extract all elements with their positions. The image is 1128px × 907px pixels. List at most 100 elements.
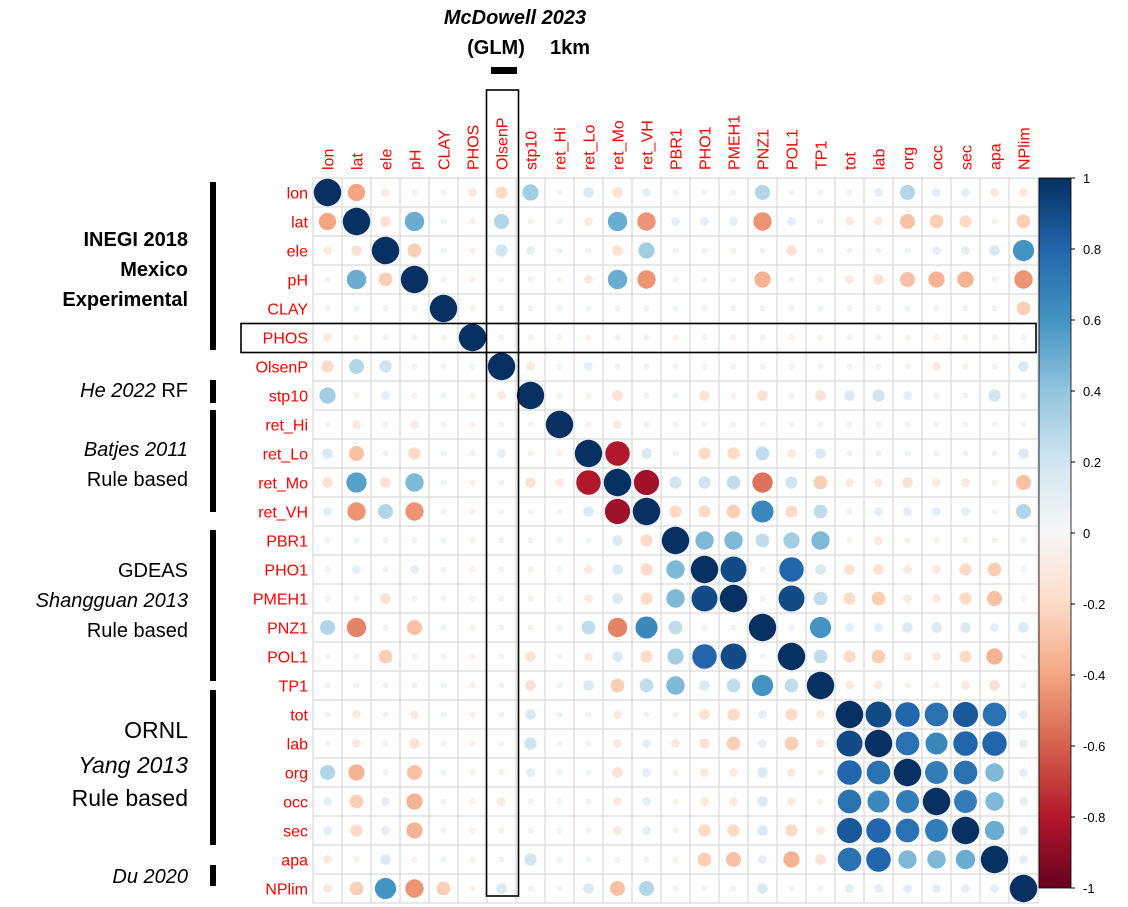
correlation-circle-ret_Mo-apa: [991, 479, 998, 486]
correlation-circle-POL1-CLAY: [440, 653, 447, 660]
correlation-circle-lon-ret_Lo: [583, 187, 594, 198]
correlation-circle-PBR1-ret_Lo: [585, 537, 592, 544]
correlation-circle-ret_Lo-ele: [382, 450, 389, 457]
correlation-circle-OlsenP-POL1: [788, 363, 795, 370]
correlation-circle-NPlim-CLAY: [436, 881, 451, 896]
correlation-circle-PMEH1-ele: [380, 593, 391, 604]
correlation-circle-lab-CLAY: [440, 740, 447, 747]
correlation-circle-apa-OlsenP: [498, 856, 505, 863]
column-label-ret_Mo: ret_Mo: [611, 120, 628, 170]
correlation-circle-POL1-occ: [932, 652, 941, 661]
correlation-circle-org-ele: [382, 769, 389, 776]
correlation-circle-lat-NPlim: [1016, 214, 1031, 229]
correlation-circle-ret_Mo-lab: [874, 478, 883, 487]
correlation-circle-ret_Mo-pH: [405, 473, 424, 492]
correlation-circle-OlsenP-tot: [846, 363, 853, 370]
correlation-circle-lon-org: [899, 184, 916, 201]
correlation-circle-ret_Mo-CLAY: [440, 479, 447, 486]
correlation-circle-TP1-lab: [874, 681, 883, 690]
matrix-circles: [313, 178, 1038, 903]
correlation-circle-PHOS-POL1: [788, 334, 795, 341]
correlation-circle-ret_Lo-tot: [846, 450, 853, 457]
correlation-circle-tot-ret_Lo: [585, 711, 592, 718]
correlation-circle-OlsenP-pH: [411, 363, 418, 370]
correlation-circle-stp10-tot: [844, 390, 855, 401]
correlation-circle-lon-occ: [932, 188, 941, 197]
row-label-PMEH1: PMEH1: [253, 592, 308, 609]
correlation-circle-apa-ret_Hi: [556, 856, 563, 863]
row-label-lat: lat: [291, 215, 308, 232]
correlation-circle-CLAY-org: [904, 305, 911, 312]
correlation-circle-PHOS-PBR1: [672, 334, 679, 341]
row-label-OlsenP: OlsenP: [256, 360, 308, 377]
correlation-circle-occ-occ: [922, 787, 951, 816]
row-label-CLAY: CLAY: [267, 302, 308, 319]
correlation-circle-tot-OlsenP: [498, 711, 505, 718]
correlation-circle-OlsenP-NPlim: [1018, 361, 1029, 372]
correlation-circle-ret_Hi-pH: [410, 420, 419, 429]
correlation-circle-PBR1-POL1: [783, 532, 800, 549]
correlation-circle-CLAY-ret_Hi: [556, 305, 563, 312]
correlation-circle-OlsenP-ret_Mo: [614, 363, 621, 370]
correlation-circle-ret_Hi-sec: [962, 421, 969, 428]
correlation-circle-lon-ret_VH: [642, 188, 651, 197]
column-label-occ: occ: [930, 145, 947, 170]
row-label-pH: pH: [288, 273, 308, 290]
correlation-circle-PNZ1-ret_VH: [635, 616, 658, 639]
correlation-circle-tot-ret_VH: [643, 711, 650, 718]
correlation-circle-NPlim-lon: [323, 884, 332, 893]
correlation-circle-ele-TP1: [817, 247, 824, 254]
correlation-circle-sec-ret_VH: [642, 826, 651, 835]
correlation-circle-lab-ret_VH: [642, 739, 651, 748]
correlation-circle-ele-OlsenP: [495, 244, 508, 257]
correlation-circle-CLAY-lon: [324, 305, 331, 312]
correlation-circle-lab-lab: [864, 729, 893, 758]
correlation-circle-sec-occ: [925, 819, 948, 842]
correlation-circle-OlsenP-lon: [321, 360, 334, 373]
correlation-circle-ret_Mo-ele: [380, 477, 391, 488]
correlation-circle-CLAY-TP1: [817, 305, 824, 312]
column-label-lab: lab: [872, 149, 889, 170]
correlation-circle-PNZ1-PMEH1: [730, 624, 737, 631]
correlation-circle-ret_Hi-PBR1: [672, 421, 679, 428]
correlation-circle-pH-stp10: [527, 276, 534, 283]
correlation-circle-CLAY-pH: [411, 305, 418, 312]
column-label-OlsenP: OlsenP: [495, 118, 512, 170]
correlation-circle-ele-ret_Mo: [612, 245, 623, 256]
correlation-circle-PBR1-ele: [382, 537, 389, 544]
correlation-circle-PHO1-apa: [987, 562, 1002, 577]
correlation-circle-ele-lon: [323, 246, 332, 255]
correlation-circle-PNZ1-ele: [382, 624, 389, 631]
correlation-circle-occ-org: [896, 790, 919, 813]
correlation-circle-lab-OlsenP: [498, 740, 505, 747]
correlation-circle-TP1-apa: [989, 680, 1000, 691]
correlation-circle-ret_Hi-POL1: [788, 421, 795, 428]
correlation-circle-apa-sec: [955, 849, 976, 870]
correlation-circle-ret_Lo-ret_Lo: [574, 439, 603, 468]
correlation-circle-POL1-ret_Mo: [612, 651, 623, 662]
correlation-circle-ele-PBR1: [672, 247, 679, 254]
correlation-circle-ret_Mo-occ: [932, 478, 941, 487]
correlation-circle-POL1-OlsenP: [498, 653, 505, 660]
column-label-POL1: POL1: [785, 129, 802, 170]
correlation-circle-ret_Hi-apa: [991, 421, 998, 428]
correlation-circle-lat-stp10: [527, 218, 534, 225]
correlation-circle-PHOS-stp10: [527, 334, 534, 341]
correlation-circle-pH-PHO1: [701, 276, 708, 283]
correlation-circle-PHOS-PHOS: [458, 323, 487, 352]
correlation-circle-PMEH1-apa: [986, 590, 1003, 607]
correlation-circle-PHO1-PNZ1: [759, 566, 766, 573]
correlation-circle-PNZ1-TP1: [809, 616, 832, 639]
group-bracket: [210, 182, 216, 350]
correlation-circle-PBR1-org: [904, 537, 911, 544]
correlation-circle-CLAY-PMEH1: [730, 305, 737, 312]
correlation-circle-lon-apa: [990, 188, 999, 197]
correlation-circle-TP1-lat: [353, 682, 360, 689]
correlation-circle-ret_VH-PHO1: [698, 505, 711, 518]
correlation-circle-ret_Mo-POL1: [785, 476, 798, 489]
correlation-circle-OlsenP-sec: [962, 363, 969, 370]
correlation-circle-occ-lon: [323, 797, 332, 806]
correlation-circle-sec-ret_Lo: [585, 827, 592, 834]
correlation-circle-tot-pH: [410, 710, 419, 719]
